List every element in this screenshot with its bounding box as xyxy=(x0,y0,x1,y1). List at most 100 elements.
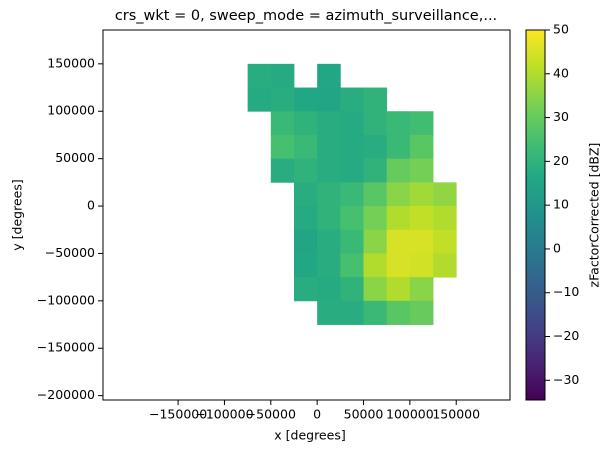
mesh-cell xyxy=(386,253,411,278)
mesh-cell xyxy=(340,229,364,254)
mesh-cell xyxy=(293,158,318,183)
mesh-cell xyxy=(363,158,388,183)
mesh-cell xyxy=(363,134,388,160)
colorbar-tick-label: 30 xyxy=(553,109,569,124)
x-tick-label: 50000 xyxy=(344,407,384,422)
mesh-cell xyxy=(409,182,434,207)
mesh-cell xyxy=(433,182,457,207)
mesh-cell xyxy=(363,182,388,207)
chart-title: crs_wkt = 0, sweep_mode = azimuth_survei… xyxy=(115,8,497,24)
mesh-cell xyxy=(409,134,434,160)
x-tick-label: 0 xyxy=(313,407,321,422)
mesh-cell xyxy=(317,63,341,88)
mesh-cell xyxy=(270,158,295,183)
y-tick-label: 100000 xyxy=(47,103,95,118)
colorbar-label: zFactorCorrected [dBZ] xyxy=(587,143,602,288)
mesh-cell xyxy=(317,87,341,112)
mesh-cell xyxy=(363,253,388,278)
mesh-cell xyxy=(293,134,318,160)
mesh-cell xyxy=(409,111,434,136)
x-tick-label: −50000 xyxy=(246,407,296,422)
y-tick-label: −150000 xyxy=(37,340,95,355)
mesh-cell xyxy=(433,253,457,278)
mesh-cell xyxy=(317,277,341,302)
mesh-cell xyxy=(363,277,388,302)
mesh-cell xyxy=(386,229,411,254)
y-tick-label: 0 xyxy=(87,198,95,213)
mesh-cell xyxy=(293,182,318,207)
y-tick-label: −100000 xyxy=(37,292,95,307)
mesh-cell xyxy=(340,87,364,112)
x-tick-label: −150000 xyxy=(149,407,207,422)
mesh-cell xyxy=(409,158,434,183)
mesh-cell xyxy=(386,134,411,160)
colorbar-tick-label: 0 xyxy=(553,240,561,255)
mesh-cell xyxy=(386,277,411,302)
colorbar-tick-label: 40 xyxy=(553,65,569,80)
colorbar-tick-label: 50 xyxy=(553,22,569,37)
mesh-cell xyxy=(317,253,341,278)
mesh-cell xyxy=(340,158,364,183)
mesh-cell xyxy=(340,134,364,160)
mesh-cell xyxy=(293,87,318,112)
mesh-cell xyxy=(409,300,434,325)
mesh-cell xyxy=(363,87,388,112)
colorbar xyxy=(525,29,546,401)
mesh-cell xyxy=(247,87,272,112)
mesh-cell xyxy=(293,277,318,302)
colorbar-tick-label: −10 xyxy=(553,284,579,299)
mesh-cell xyxy=(293,206,318,231)
mesh-cell xyxy=(293,253,318,278)
mesh-cell xyxy=(293,229,318,254)
mesh-cell xyxy=(363,111,388,136)
mesh-cell xyxy=(386,206,411,231)
mesh-cell xyxy=(340,253,364,278)
mesh-cell xyxy=(317,229,341,254)
mesh-cell xyxy=(317,182,341,207)
mesh-cell xyxy=(433,229,457,254)
mesh-cell xyxy=(317,111,341,136)
y-tick-label: −200000 xyxy=(37,387,95,402)
mesh-cell xyxy=(317,206,341,231)
mesh-cell xyxy=(386,111,411,136)
colorbar-tick-label: −20 xyxy=(553,328,579,343)
mesh-cell xyxy=(340,300,364,325)
mesh-cell xyxy=(386,182,411,207)
mesh-cell xyxy=(363,229,388,254)
y-tick-label: 50000 xyxy=(55,150,95,165)
mesh-cell xyxy=(363,300,388,325)
mesh-cell xyxy=(270,87,295,112)
mesh-cell xyxy=(409,253,434,278)
mesh-cell xyxy=(386,300,411,325)
x-tick-label: −100000 xyxy=(195,407,253,422)
y-tick-label: −50000 xyxy=(45,245,95,260)
mesh-cell xyxy=(340,182,364,207)
mesh-cell xyxy=(386,158,411,183)
mesh-cell xyxy=(317,134,341,160)
mesh-cell xyxy=(363,206,388,231)
x-tick-label: 100000 xyxy=(386,407,434,422)
mesh-cell xyxy=(409,206,434,231)
colorbar-tick-label: 20 xyxy=(553,153,569,168)
mesh-cell xyxy=(409,277,434,302)
axes-frame xyxy=(102,29,511,401)
x-axis-label: x [degrees] xyxy=(274,428,345,443)
y-axis-label: y [degrees] xyxy=(10,179,25,250)
mesh-cell xyxy=(270,63,295,88)
mesh-cell xyxy=(293,111,318,136)
colorbar-tick-label: 10 xyxy=(553,197,569,212)
mesh-cell xyxy=(270,134,295,160)
mesh-cell xyxy=(270,111,295,136)
mesh-cell xyxy=(247,63,272,88)
mesh-cell xyxy=(409,229,434,254)
mesh-cell xyxy=(433,206,457,231)
mesh-cell xyxy=(317,300,341,325)
mesh-cell xyxy=(340,111,364,136)
y-tick-label: 150000 xyxy=(47,55,95,70)
mesh-cell xyxy=(317,158,341,183)
colorbar-tick-label: −30 xyxy=(553,372,579,387)
mesh-cell xyxy=(340,206,364,231)
mesh-cell xyxy=(340,277,364,302)
x-tick-label: 150000 xyxy=(432,407,480,422)
